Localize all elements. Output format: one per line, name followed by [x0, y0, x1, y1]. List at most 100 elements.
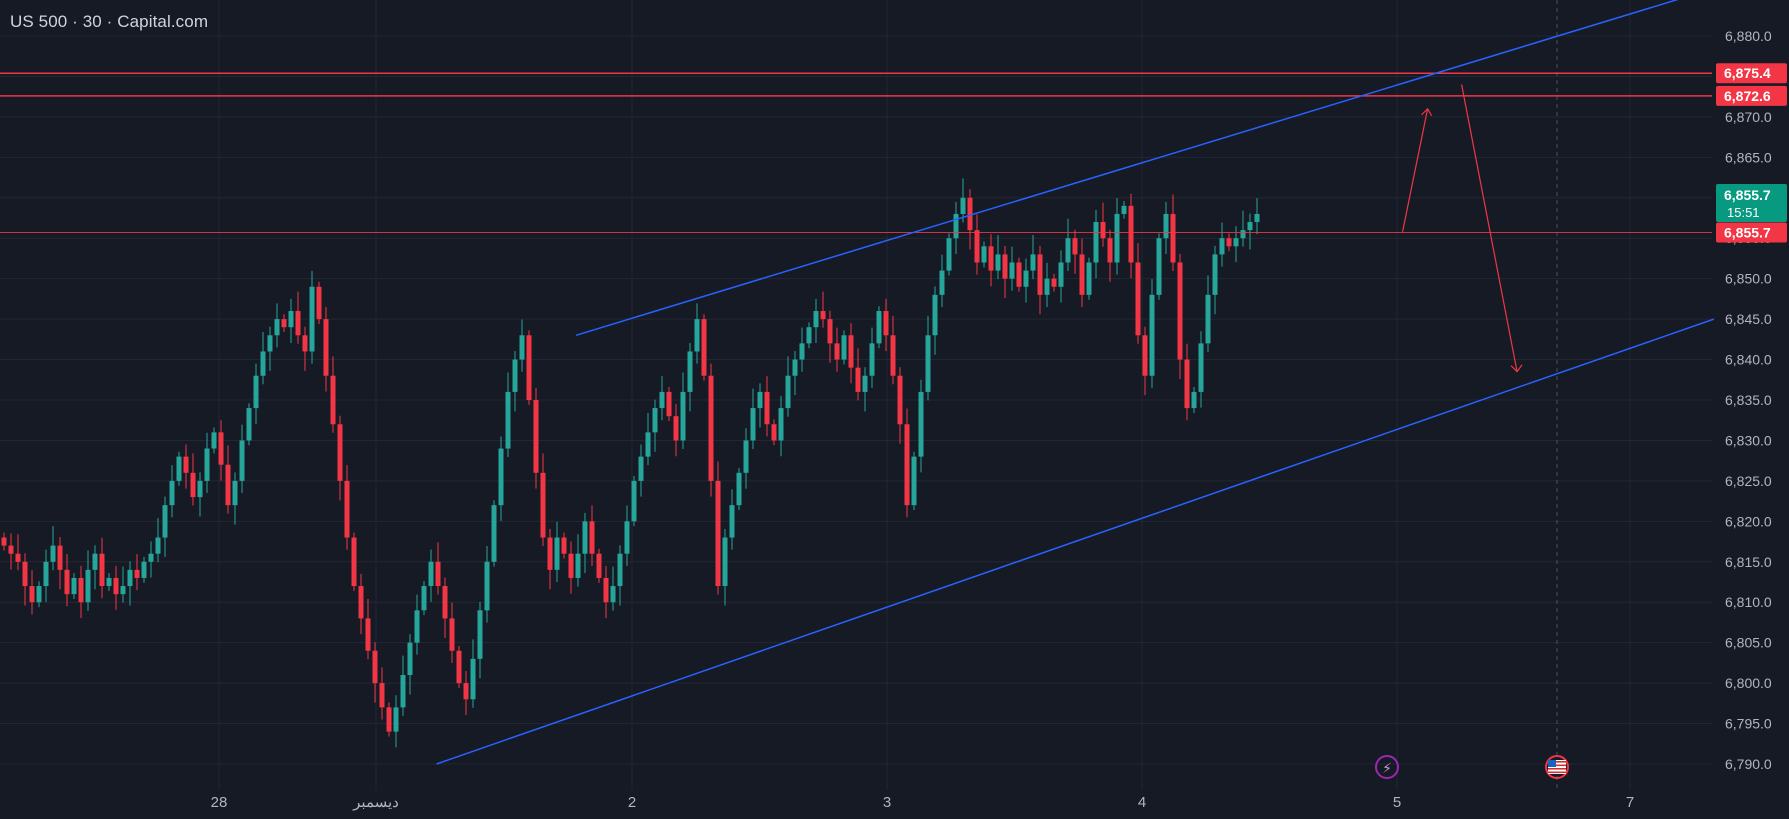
candle-body [1205, 294, 1211, 344]
candle-body [715, 480, 721, 587]
channel-lower-line[interactable] [436, 318, 1715, 765]
candle-body [316, 286, 322, 320]
lightning-icon[interactable] [1375, 755, 1399, 779]
candle-body [1002, 254, 1008, 279]
candle-body [568, 553, 574, 578]
candle-body [225, 464, 231, 506]
candle-body [141, 561, 147, 578]
level-badge: 6,872.6 [1724, 88, 1771, 104]
candle-body [428, 561, 434, 587]
candle-body [393, 707, 399, 732]
candle-body [43, 561, 49, 587]
candle-body [99, 553, 105, 587]
candle-body [967, 197, 973, 231]
candle-body [617, 553, 623, 587]
candle-body [1030, 254, 1036, 271]
candle-body [204, 448, 210, 481]
candle-body [960, 197, 966, 214]
candle-body [771, 424, 777, 441]
candle-body [246, 408, 252, 441]
candle-body [589, 521, 595, 554]
candle-body [554, 537, 560, 570]
candle-body [1058, 262, 1064, 287]
candle-body [526, 335, 532, 400]
candle-body [638, 456, 644, 481]
candle-body [323, 319, 329, 376]
candle-body [421, 586, 427, 611]
candle-body [645, 432, 651, 457]
us-flag-icon[interactable] [1545, 755, 1569, 779]
candles [1, 178, 1260, 748]
candle-body [218, 432, 224, 465]
candle-body [981, 246, 987, 263]
candle-body [8, 545, 14, 554]
candle-body [1240, 230, 1246, 239]
projection-up-leg[interactable] [1401, 108, 1429, 232]
price-tick-label: 6,865.0 [1725, 149, 1772, 165]
candle-body [848, 335, 854, 368]
candle-body [36, 586, 42, 603]
event-markers[interactable]: ⚡ [1375, 755, 1569, 779]
candle-body [750, 408, 756, 441]
candle-body [498, 448, 504, 506]
candle-body [127, 569, 133, 587]
candle-body [1016, 262, 1022, 287]
candle-body [603, 577, 609, 603]
time-tick-label: 28 [211, 794, 228, 811]
candle-body [1226, 238, 1232, 247]
candle-body [1212, 254, 1218, 295]
candle-body [995, 254, 1001, 271]
candle-body [267, 335, 273, 352]
candle-body [890, 335, 896, 376]
time-tick-label: ديسمبر [352, 794, 399, 811]
candle-body [120, 586, 126, 595]
time-tick-label: 2 [628, 794, 636, 811]
candle-body [281, 319, 287, 328]
candle-body [918, 391, 924, 457]
flag-canton [1548, 760, 1556, 767]
price-tick-label: 6,840.0 [1725, 352, 1772, 368]
candle-body [701, 319, 707, 376]
horizontal-levels[interactable] [0, 72, 1712, 234]
price-tick-label: 6,795.0 [1725, 716, 1772, 732]
candle-body [162, 505, 168, 538]
price-tick-label: 6,880.0 [1725, 28, 1772, 44]
candle-body [1072, 238, 1078, 255]
candle-body [274, 319, 280, 336]
candle-body [190, 472, 196, 498]
flag-stripe [1548, 768, 1566, 770]
candle-body [505, 391, 511, 449]
candle-body [743, 440, 749, 473]
price-tick-label: 6,825.0 [1725, 473, 1772, 489]
candle-body [1051, 278, 1057, 287]
candle-body [92, 553, 98, 570]
channel-upper-line[interactable] [575, 0, 1691, 337]
time-axis[interactable]: 28 ديسمبر 2 3 4 5 7 [211, 794, 1635, 811]
candle-body [134, 569, 140, 578]
candle-body [78, 577, 84, 603]
time-tick-label: 7 [1626, 794, 1634, 811]
candle-body [582, 521, 588, 554]
candle-body [757, 391, 763, 409]
candle-body [232, 480, 238, 506]
candle-body [932, 294, 938, 336]
candle-body [610, 586, 616, 603]
price-tick-label: 6,845.0 [1725, 311, 1772, 327]
flag-stripe [1548, 761, 1566, 763]
candle-body [575, 553, 581, 578]
candle-body [876, 311, 882, 344]
candle-body [15, 553, 21, 562]
flag-stripe [1548, 764, 1566, 767]
last-price-label: 6,855.7 [1724, 187, 1771, 203]
time-tick-label: 5 [1393, 794, 1401, 811]
candle-body [1093, 222, 1099, 263]
candle-body [729, 505, 735, 538]
candle-body [414, 610, 420, 643]
candle-body [561, 537, 567, 554]
drawings[interactable] [436, 0, 1715, 765]
price-tick-label: 6,810.0 [1725, 594, 1772, 610]
candle-body [596, 553, 602, 578]
candle-body [680, 391, 686, 441]
projection-down-leg[interactable] [1461, 84, 1518, 372]
